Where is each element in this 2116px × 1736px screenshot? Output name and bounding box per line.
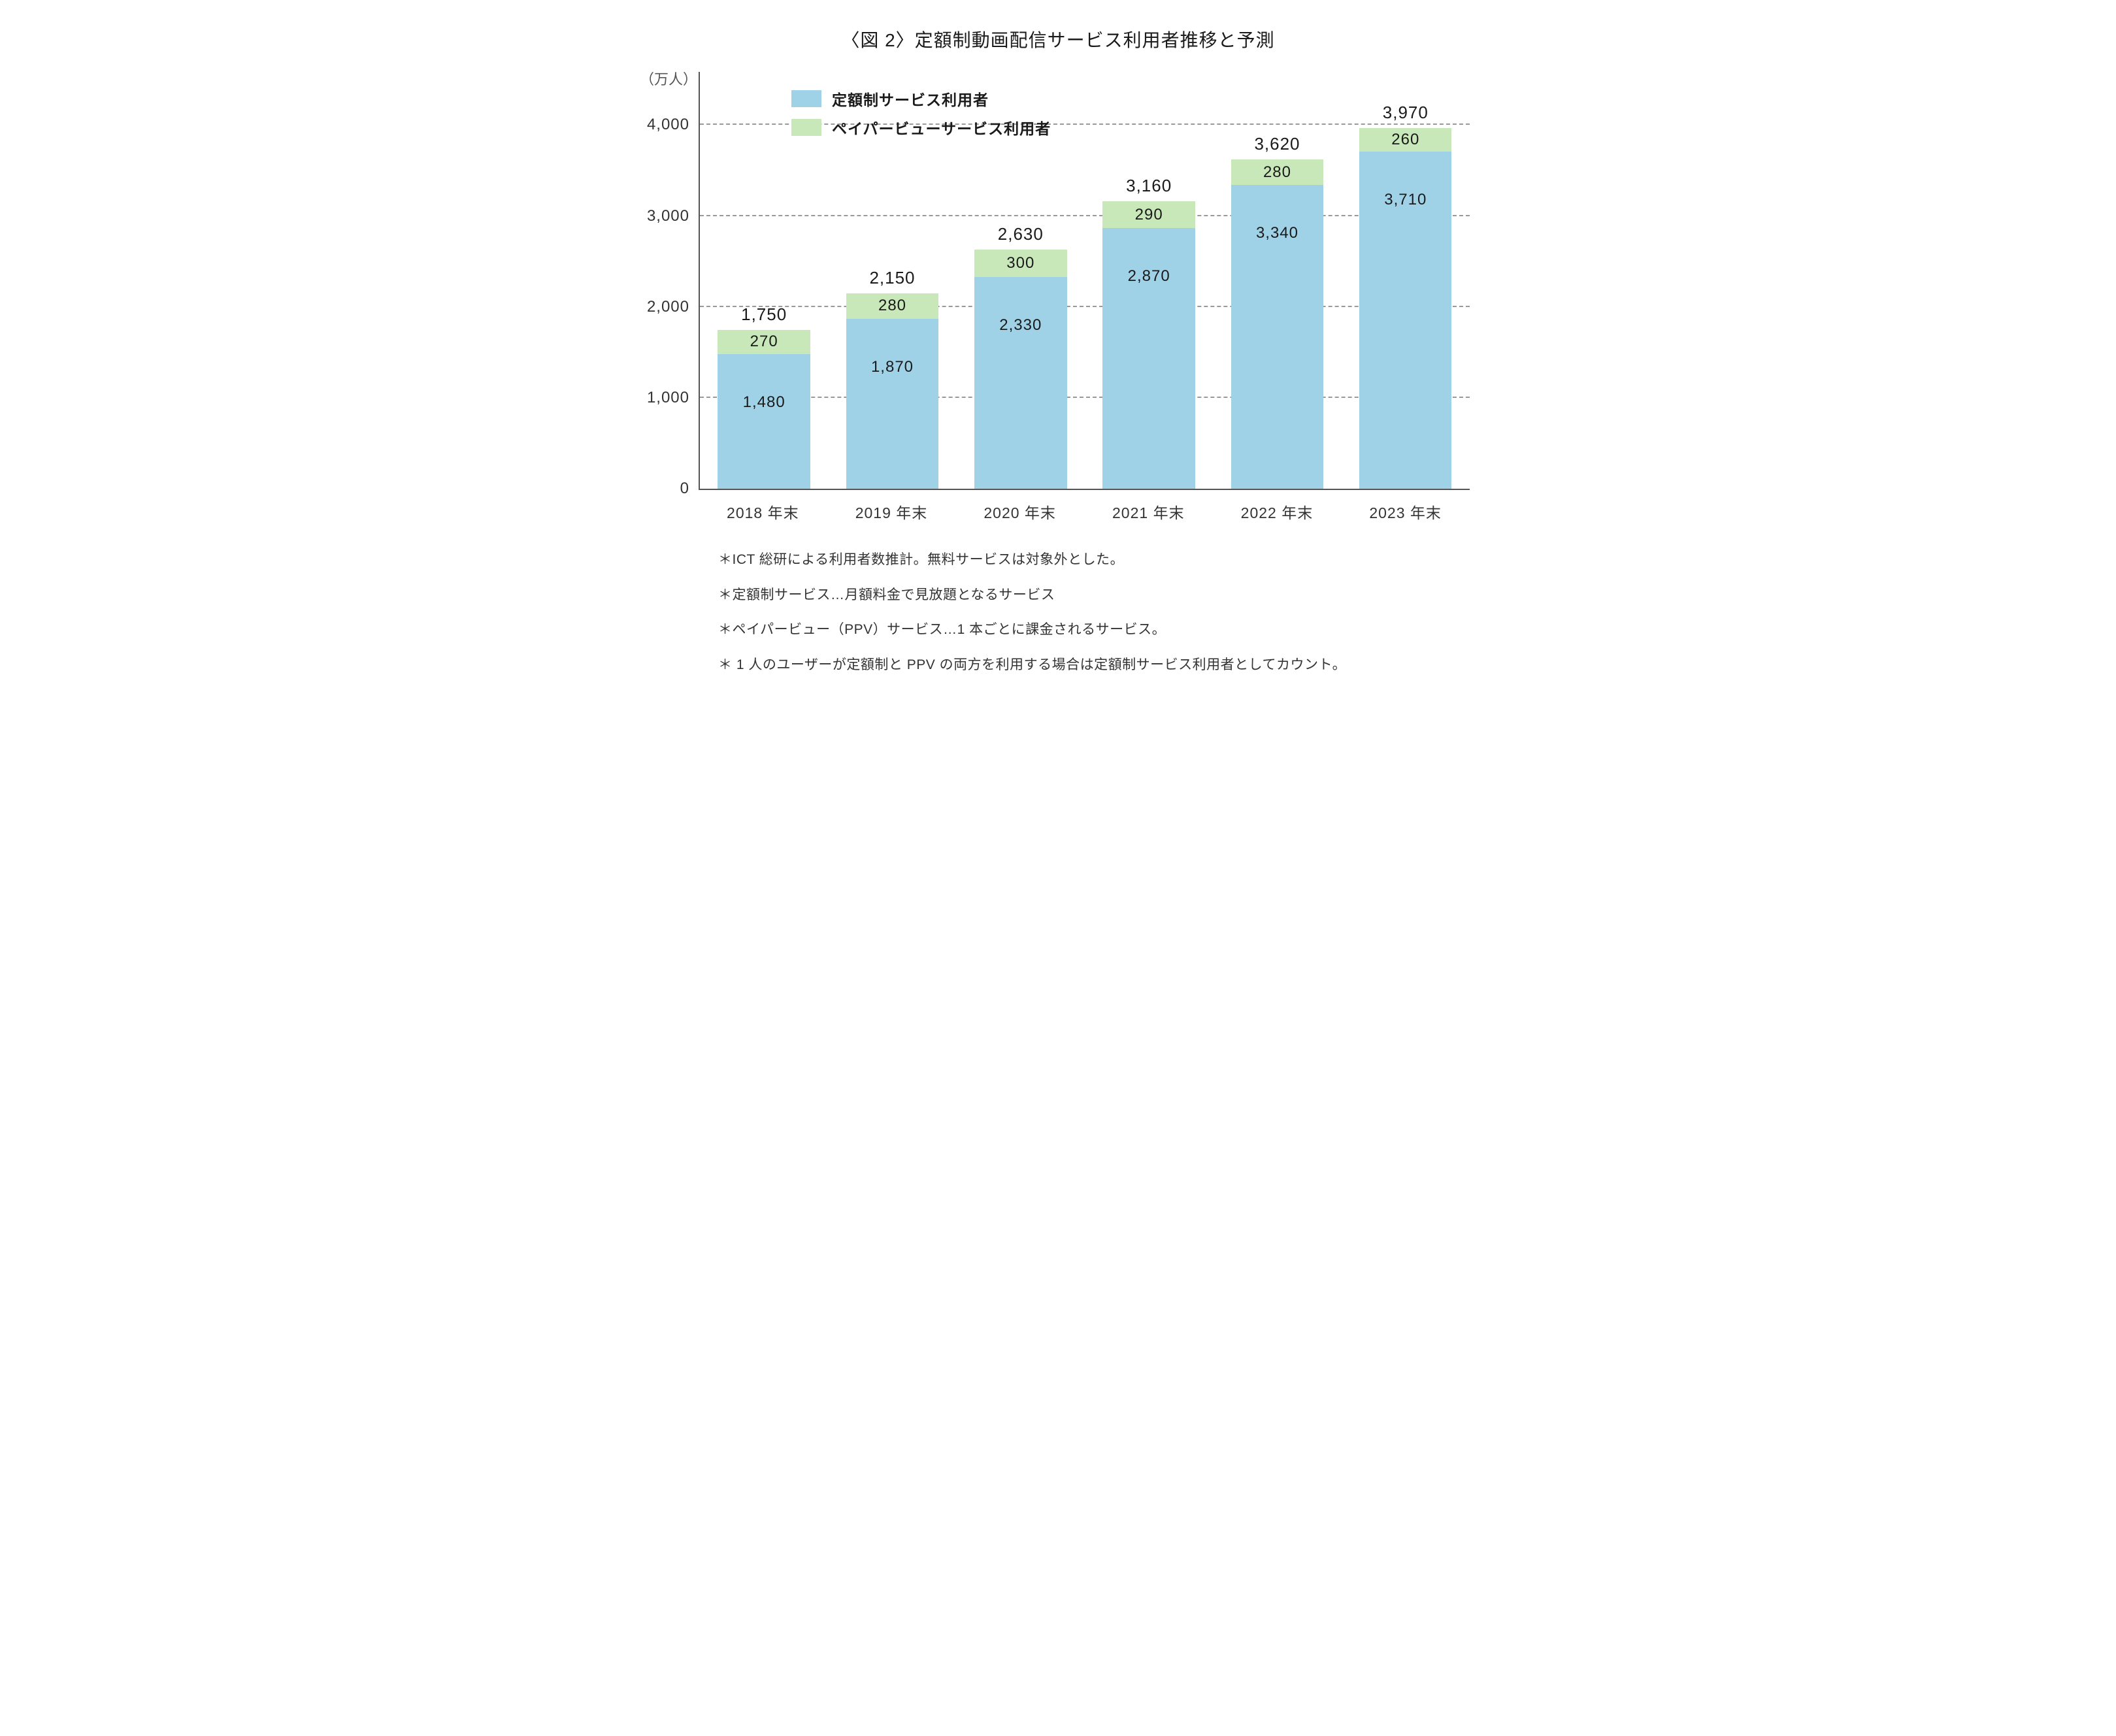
- footnote: ＊ICT 総研による利用者数推計。無料サービスは対象外とした。: [718, 549, 1457, 571]
- bar-segment-subscription: 2,330: [974, 277, 1066, 489]
- legend-label-subscription: 定額制サービス利用者: [832, 88, 989, 110]
- bar-total-label: 3,970: [1359, 103, 1451, 123]
- bar-total-label: 2,630: [974, 224, 1066, 244]
- bar-group: 3,970 2603,710: [1359, 103, 1451, 489]
- figure-container: 〈図 2〉定額制動画配信サービス利用者推移と予測 （万人） 定額制サービス利用者…: [640, 26, 1476, 676]
- y-axis-unit: （万人）: [640, 68, 697, 89]
- x-tick-label: 2019 年末: [845, 500, 938, 523]
- bar-group: 1,750 2701,480: [718, 304, 810, 489]
- bar-segment-subscription: 2,870: [1102, 228, 1195, 489]
- legend: 定額制サービス利用者 ペイパービューサービス利用者: [791, 88, 1051, 145]
- chart-wrapper: （万人） 定額制サービス利用者 ペイパービューサービス利用者 01,0002,0…: [640, 72, 1476, 523]
- bar-group: 3,620 2803,340: [1231, 134, 1323, 489]
- bar-segment-ppv: 280: [846, 293, 938, 319]
- y-tick-label: 1,000: [647, 389, 700, 407]
- footnotes: ＊ICT 総研による利用者数推計。無料サービスは対象外とした。 ＊定額制サービス……: [718, 549, 1457, 676]
- x-tick-label: 2022 年末: [1231, 500, 1323, 523]
- footnote: ＊定額制サービス…月額料金で見放題となるサービス: [718, 584, 1457, 606]
- bar-group: 3,160 2902,870: [1102, 176, 1195, 489]
- x-tick-label: 2018 年末: [717, 500, 810, 523]
- y-tick-label: 3,000: [647, 207, 700, 225]
- legend-item-subscription: 定額制サービス利用者: [791, 88, 1051, 110]
- bar-total-label: 2,150: [846, 268, 938, 288]
- bar-segment-ppv: 300: [974, 250, 1066, 277]
- legend-item-ppv: ペイパービューサービス利用者: [791, 116, 1051, 139]
- chart-title: 〈図 2〉定額制動画配信サービス利用者推移と予測: [640, 26, 1476, 52]
- bar-total-label: 3,620: [1231, 134, 1323, 154]
- x-axis-labels: 2018 年末 2019 年末 2020 年末 2021 年末 2022 年末 2023 …: [699, 490, 1470, 523]
- bar-total-label: 3,160: [1102, 176, 1195, 196]
- bar-segment-subscription: 1,480: [718, 354, 810, 489]
- y-tick-label: 4,000: [647, 116, 700, 134]
- legend-swatch-subscription: [791, 90, 821, 107]
- x-tick-label: 2020 年末: [974, 500, 1066, 523]
- y-tick-label: 0: [680, 480, 700, 498]
- x-tick-label: 2021 年末: [1102, 500, 1195, 523]
- bar-group: 2,630 3002,330: [974, 224, 1066, 489]
- legend-label-ppv: ペイパービューサービス利用者: [832, 116, 1051, 139]
- footnote: ＊ 1 人のユーザーが定額制と PPV の両方を利用する場合は定額制サービス利用…: [718, 654, 1457, 676]
- bar-total-label: 1,750: [718, 304, 810, 325]
- bar-segment-subscription: 3,710: [1359, 152, 1451, 489]
- bar-segment-ppv: 270: [718, 330, 810, 355]
- bar-segment-ppv: 260: [1359, 128, 1451, 152]
- x-tick-label: 2023 年末: [1359, 500, 1452, 523]
- y-tick-label: 2,000: [647, 298, 700, 316]
- bar-segment-subscription: 3,340: [1231, 185, 1323, 489]
- bar-segment-subscription: 1,870: [846, 319, 938, 489]
- bar-segment-ppv: 280: [1231, 159, 1323, 185]
- legend-swatch-ppv: [791, 119, 821, 136]
- bar-segment-ppv: 290: [1102, 201, 1195, 227]
- footnote: ＊ペイパービュー（PPV）サービス…1 本ごとに課金されるサービス。: [718, 619, 1457, 641]
- chart-plot-area: 定額制サービス利用者 ペイパービューサービス利用者 01,0002,0003,0…: [699, 72, 1470, 490]
- bar-group: 2,150 2801,870: [846, 268, 938, 489]
